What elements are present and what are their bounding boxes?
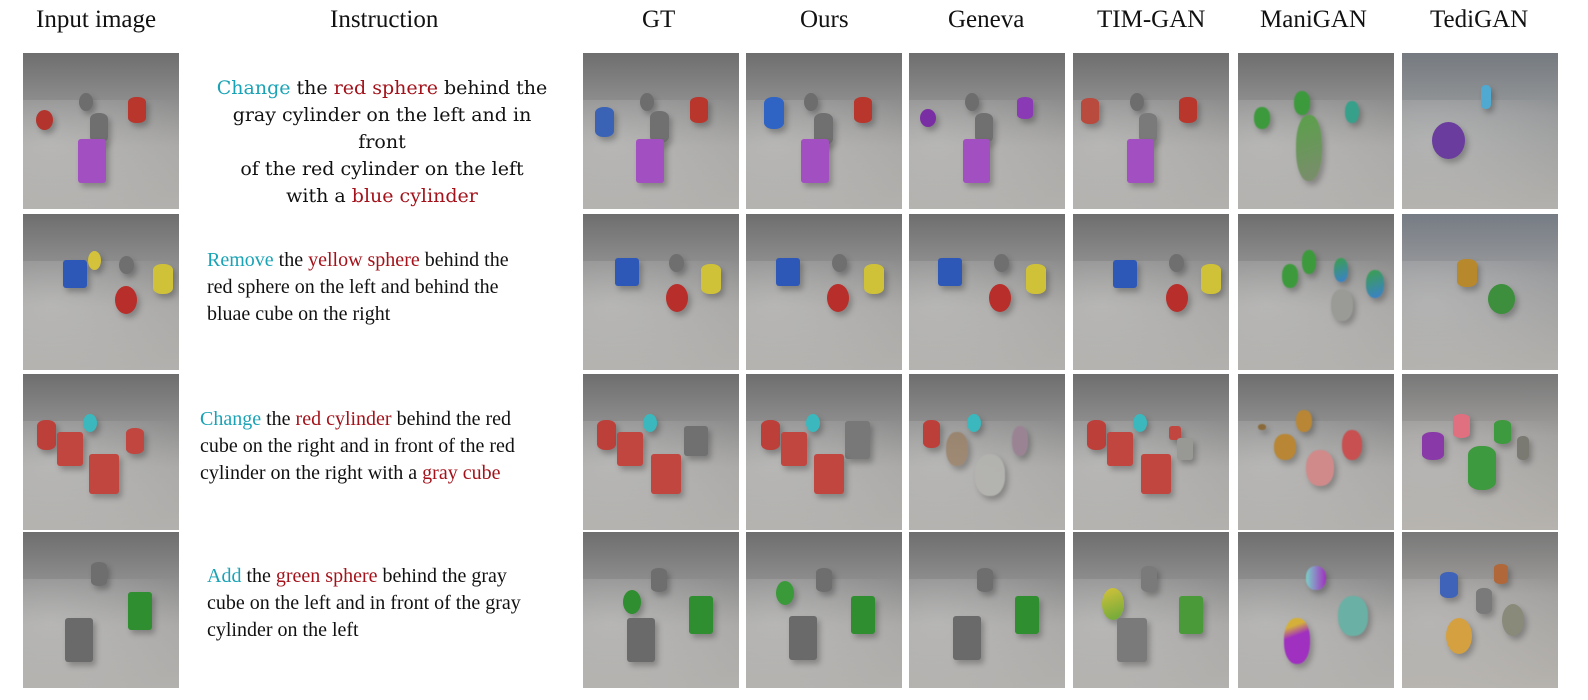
column-header-gt: GT	[642, 6, 676, 33]
row4-timgan-image	[1073, 532, 1229, 688]
row1-input-image	[23, 53, 179, 209]
column-header-timgan: TIM-GAN	[1097, 6, 1206, 33]
row1-timgan-image	[1073, 53, 1229, 209]
row3-ours-image	[746, 374, 902, 530]
row3-timgan-image	[1073, 374, 1229, 530]
row2-text-2: behind the red sphere on the left and beh…	[207, 249, 509, 325]
row3-new-object-keyword: gray cube	[422, 462, 501, 484]
row4-gt-image	[583, 532, 739, 688]
row4-action-keyword: Add	[207, 565, 242, 587]
row1-target-keyword: red sphere	[333, 77, 438, 99]
column-header-tedigan: TediGAN	[1430, 6, 1529, 33]
row3-tedigan-image	[1402, 374, 1558, 530]
row2-geneva-image	[909, 214, 1065, 370]
row1-new-object-keyword: blue cylinder	[351, 185, 478, 207]
row2-ours-image	[746, 214, 902, 370]
column-header-instruction: Instruction	[330, 6, 439, 33]
row1-gt-image	[583, 53, 739, 209]
row2-gt-image	[583, 214, 739, 370]
column-header-geneva: Geneva	[948, 6, 1025, 33]
row4-text: the	[241, 565, 276, 587]
column-header-manigan: ManiGAN	[1260, 6, 1367, 33]
row3-instruction: Change the red cylinder behind the red cu…	[200, 406, 560, 487]
row4-ours-image	[746, 532, 902, 688]
row4-input-image	[23, 532, 179, 688]
row4-tedigan-image	[1402, 532, 1558, 688]
column-header-input: Input image	[36, 6, 157, 33]
row2-timgan-image	[1073, 214, 1229, 370]
column-header-ours: Ours	[800, 6, 849, 33]
row3-geneva-image	[909, 374, 1065, 530]
row2-tedigan-image	[1402, 214, 1558, 370]
row1-geneva-image	[909, 53, 1065, 209]
row4-geneva-image	[909, 532, 1065, 688]
row4-instruction: Add the green sphere behind the gray cube…	[207, 563, 567, 644]
row2-instruction: Remove the yellow sphere behind the red s…	[207, 247, 567, 328]
row2-target-keyword: yellow sphere	[308, 249, 420, 271]
row1-tedigan-image	[1402, 53, 1558, 209]
row1-action-keyword: Change	[216, 77, 291, 99]
row2-input-image	[23, 214, 179, 370]
row1-instruction: Change the red sphere behind the gray cyl…	[207, 75, 557, 210]
row3-text-2: behind the red cube on the right and in f…	[200, 408, 515, 484]
row3-text: the	[261, 408, 296, 430]
row1-text-2: behind the gray cylinder on the left and …	[232, 77, 548, 207]
row2-text: the	[273, 249, 309, 271]
row1-manigan-image	[1238, 53, 1394, 209]
row3-manigan-image	[1238, 374, 1394, 530]
row4-manigan-image	[1238, 532, 1394, 688]
row4-text-2: behind the gray cube on the left and in f…	[207, 565, 521, 641]
row2-manigan-image	[1238, 214, 1394, 370]
row1-text: the	[290, 77, 334, 99]
row3-action-keyword: Change	[200, 408, 262, 430]
row1-ours-image	[746, 53, 902, 209]
row3-gt-image	[583, 374, 739, 530]
row3-input-image	[23, 374, 179, 530]
row2-action-keyword: Remove	[207, 249, 274, 271]
row4-target-keyword: green sphere	[275, 565, 378, 587]
row3-target-keyword: red cylinder	[295, 408, 392, 430]
